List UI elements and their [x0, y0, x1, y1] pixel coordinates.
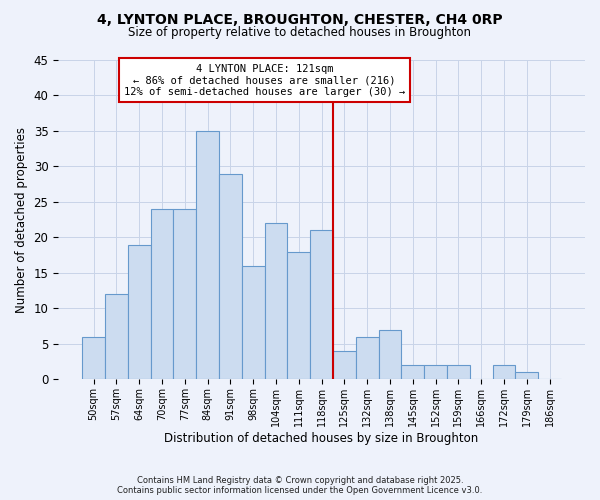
- X-axis label: Distribution of detached houses by size in Broughton: Distribution of detached houses by size …: [164, 432, 479, 445]
- Text: 4 LYNTON PLACE: 121sqm
← 86% of detached houses are smaller (216)
12% of semi-de: 4 LYNTON PLACE: 121sqm ← 86% of detached…: [124, 64, 405, 96]
- Bar: [493, 365, 515, 380]
- Text: 4, LYNTON PLACE, BROUGHTON, CHESTER, CH4 0RP: 4, LYNTON PLACE, BROUGHTON, CHESTER, CH4…: [97, 12, 503, 26]
- Bar: [105, 294, 128, 380]
- Bar: [424, 365, 447, 380]
- Bar: [82, 337, 105, 380]
- Bar: [287, 252, 310, 380]
- Y-axis label: Number of detached properties: Number of detached properties: [15, 126, 28, 312]
- Bar: [196, 131, 219, 380]
- Bar: [333, 351, 356, 380]
- Bar: [265, 224, 287, 380]
- Text: Size of property relative to detached houses in Broughton: Size of property relative to detached ho…: [128, 26, 472, 39]
- Bar: [515, 372, 538, 380]
- Bar: [242, 266, 265, 380]
- Bar: [356, 337, 379, 380]
- Text: Contains HM Land Registry data © Crown copyright and database right 2025.
Contai: Contains HM Land Registry data © Crown c…: [118, 476, 482, 495]
- Bar: [310, 230, 333, 380]
- Bar: [128, 244, 151, 380]
- Bar: [173, 209, 196, 380]
- Bar: [379, 330, 401, 380]
- Bar: [151, 209, 173, 380]
- Bar: [401, 365, 424, 380]
- Bar: [447, 365, 470, 380]
- Bar: [219, 174, 242, 380]
